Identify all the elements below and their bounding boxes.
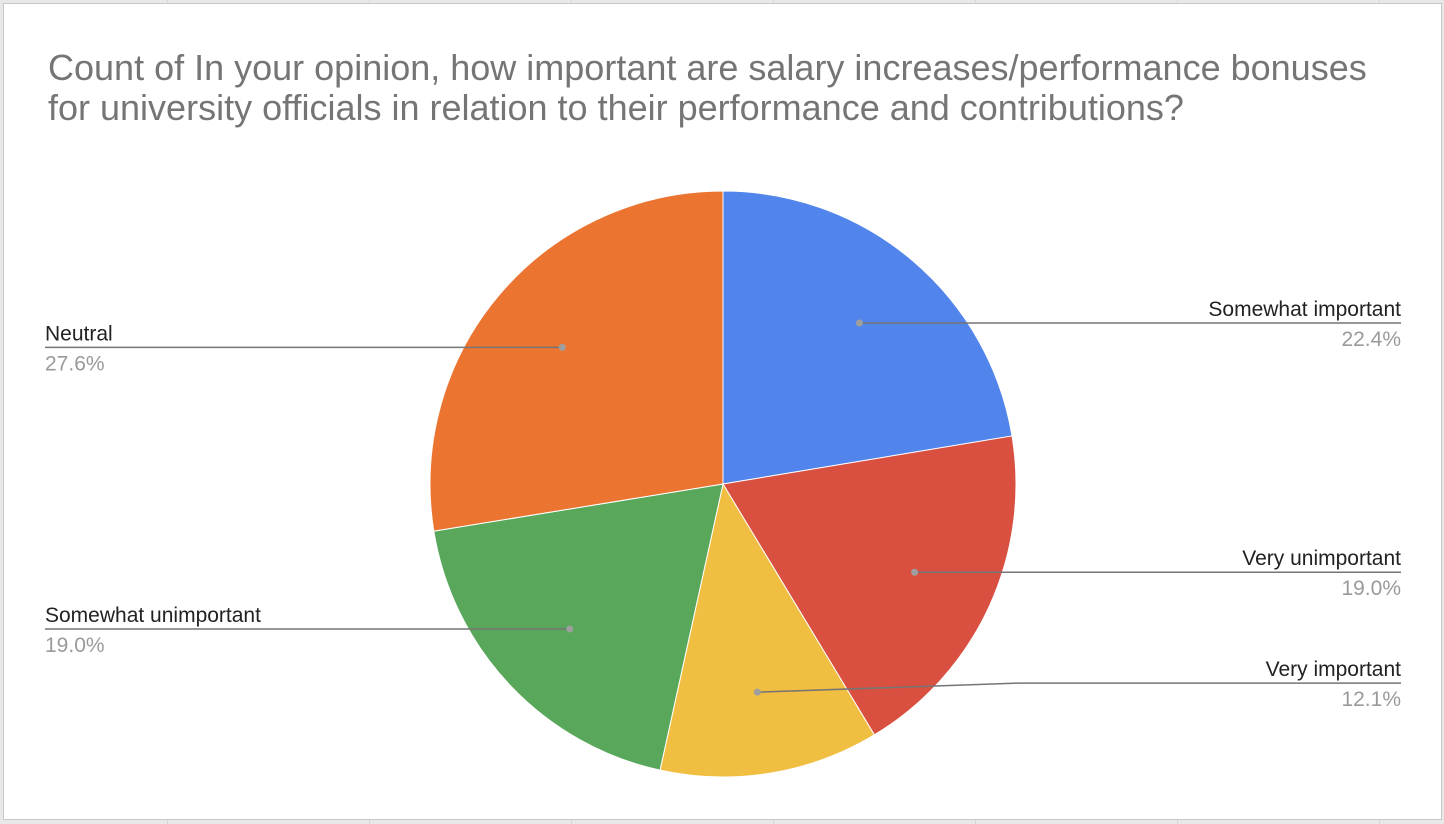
slice-label-neutral: Neutral bbox=[45, 322, 113, 345]
pie-slice-very-unimportant[interactable] bbox=[722, 435, 1017, 736]
slice-percent-somewhat-important: 22.4% bbox=[1341, 328, 1401, 351]
slice-label-very-unimportant: Very unimportant bbox=[1242, 547, 1401, 570]
slice-percent-somewhat-unimportant: 19.0% bbox=[45, 634, 105, 657]
slice-percent-neutral: 27.6% bbox=[45, 352, 105, 375]
chart-card[interactable]: Count of In your opinion, how important … bbox=[3, 3, 1442, 820]
slice-label-very-important: Very important bbox=[1266, 658, 1402, 681]
pie-callouts: Somewhat important 22.4% Very unimportant 1… bbox=[45, 298, 1401, 711]
pie-slice-somewhat-important[interactable] bbox=[722, 190, 1013, 485]
slice-percent-very-important: 12.1% bbox=[1341, 688, 1401, 711]
callout-line-very-important bbox=[757, 682, 1401, 693]
chart-title: Count of In your opinion, how important … bbox=[48, 47, 1367, 128]
callout-dot-somewhat-unimportant bbox=[566, 625, 574, 633]
slice-label-somewhat-important: Somewhat important bbox=[1208, 298, 1401, 321]
callout-dot-very-unimportant bbox=[911, 568, 919, 576]
callout-dot-very-important bbox=[753, 688, 761, 696]
callout-dot-neutral bbox=[558, 343, 566, 351]
pie-slice-somewhat-unimportant[interactable] bbox=[433, 483, 724, 771]
pie-slices bbox=[429, 190, 1017, 778]
callout-dot-somewhat-important bbox=[855, 319, 863, 327]
pie-slice-neutral[interactable] bbox=[429, 190, 724, 532]
slice-percent-very-unimportant: 19.0% bbox=[1341, 577, 1401, 600]
slice-label-somewhat-unimportant: Somewhat unimportant bbox=[45, 604, 261, 627]
pie-slice-very-important[interactable] bbox=[659, 482, 876, 778]
